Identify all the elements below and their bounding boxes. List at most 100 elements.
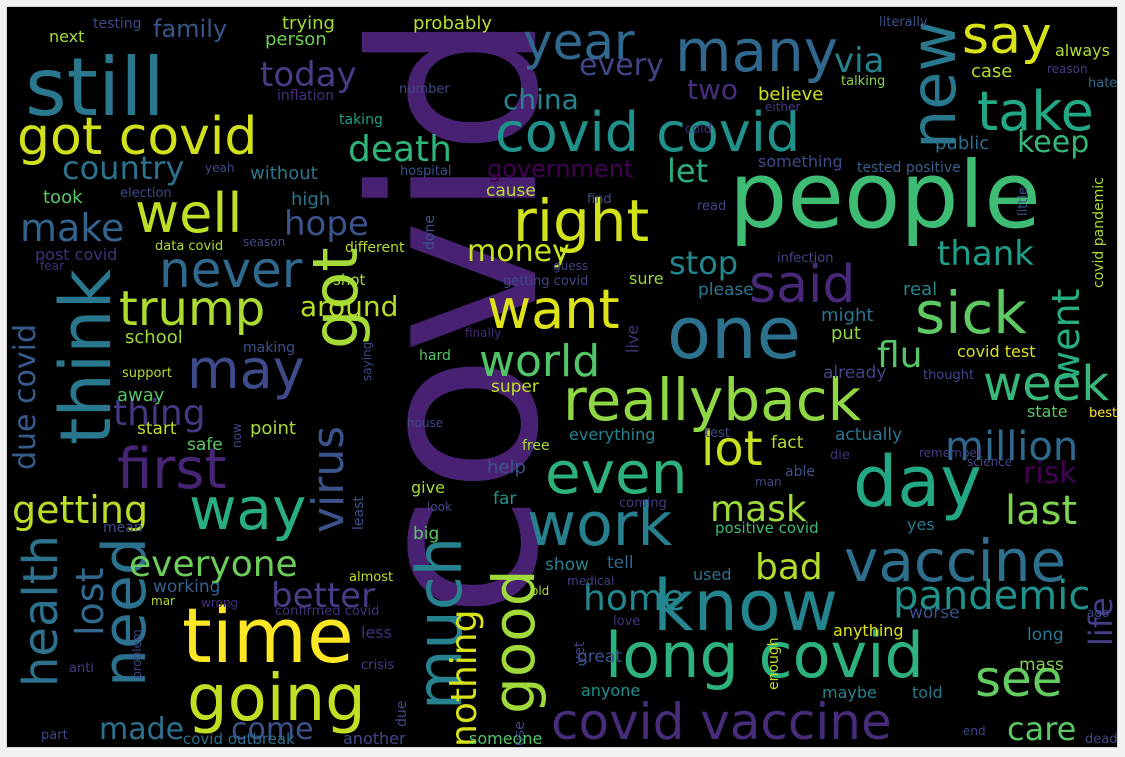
word-able: able	[785, 464, 815, 480]
word-many: many	[675, 17, 839, 85]
word-part: part	[41, 728, 68, 743]
word-read: read	[697, 199, 727, 214]
word-inflation: inflation	[277, 88, 334, 104]
word-hospital: hospital	[400, 164, 452, 179]
word-give: give	[411, 478, 445, 497]
word-number: number	[399, 82, 450, 97]
word-stop: stop	[669, 244, 739, 282]
word-sick: sick	[915, 279, 1027, 347]
word-talking: talking	[841, 74, 886, 89]
word-worse: worse	[909, 603, 960, 623]
word-ago: ago	[1087, 606, 1110, 620]
word-made: made	[99, 712, 185, 747]
word-long: long	[1027, 625, 1064, 645]
word-probably: probably	[413, 13, 492, 34]
word-thing: thing	[113, 393, 206, 434]
word-show: show	[545, 555, 589, 575]
word-either: either	[765, 100, 801, 114]
word-reallyback: reallyback	[563, 366, 862, 434]
word-positive-covid: positive covid	[715, 519, 819, 537]
word-one: one	[667, 291, 801, 375]
word-big: big	[413, 524, 440, 544]
word-everyone: everyone	[129, 544, 298, 585]
word-virus: virus	[303, 425, 354, 533]
word-anti: anti	[69, 661, 94, 676]
word-die: die	[830, 448, 850, 463]
word-via: via	[834, 41, 885, 81]
word-literally: literally	[879, 15, 928, 30]
word-every: every	[579, 48, 664, 83]
word-believe: believe	[758, 84, 824, 105]
word-high: high	[291, 189, 331, 210]
word-always: always	[1055, 41, 1110, 60]
word-love: love	[613, 614, 641, 629]
word-reason: reason	[1047, 62, 1088, 76]
word-point: point	[250, 418, 296, 439]
word-saying: saying	[360, 341, 374, 381]
word-getting: getting	[12, 488, 149, 532]
word-trump: trump	[119, 281, 266, 337]
word-bad: bad	[755, 547, 823, 588]
word-man: man	[755, 475, 782, 489]
word-data-covid: data covid	[155, 239, 224, 254]
word-yeah: yeah	[205, 161, 235, 175]
word-want: want	[487, 278, 620, 341]
word-fear: fear	[40, 259, 64, 273]
word-without: without	[250, 163, 318, 184]
word-shot: shot	[333, 271, 366, 289]
word-enough: enough	[766, 637, 782, 690]
word-make: make	[20, 206, 125, 250]
word-week: week	[983, 356, 1110, 412]
word-thank: thank	[937, 234, 1034, 274]
word-lot: lot	[701, 421, 763, 477]
word-money: money	[467, 234, 570, 269]
word-find: find	[587, 192, 612, 207]
word-said: said	[749, 255, 856, 315]
word-old: old	[531, 584, 550, 598]
word-covid-test: covid test	[957, 342, 1036, 361]
word-government: government	[487, 155, 634, 183]
word-great: great	[577, 647, 622, 667]
word-almost: almost	[349, 570, 394, 585]
word-far: far	[493, 489, 517, 509]
word-end: end	[963, 724, 986, 738]
word-nothing: nothing	[444, 609, 485, 747]
word-let: let	[667, 152, 709, 190]
word-year: year	[523, 13, 635, 71]
word-school: school	[125, 327, 183, 348]
word-well: well	[135, 182, 243, 245]
word-death: death	[348, 129, 452, 170]
word-used: used	[693, 565, 732, 584]
word-mask: mask	[710, 489, 807, 530]
word-due-covid: due covid	[8, 323, 43, 470]
word-start: start	[137, 419, 177, 439]
word-already: already	[823, 363, 887, 383]
word-say: say	[962, 6, 1052, 66]
word-day: day	[853, 441, 982, 523]
word-someone: someone	[469, 729, 543, 748]
word-making: making	[243, 340, 295, 356]
word-anything: anything	[833, 621, 904, 640]
word-got-covid: got covid	[17, 107, 258, 167]
word-yes: yes	[907, 515, 935, 534]
word-live: live	[623, 324, 642, 353]
word-sure: sure	[629, 269, 664, 288]
word-never: never	[159, 241, 303, 299]
word-people: people	[729, 142, 1041, 249]
word-covid-pandemic: covid pandemic	[1091, 177, 1107, 288]
word-two: two	[687, 73, 739, 106]
word-life: life	[1082, 597, 1118, 646]
word-hate: hate	[1088, 76, 1118, 91]
word-last: last	[1005, 488, 1078, 534]
word-actually: actually	[835, 425, 903, 445]
word-public: public	[935, 133, 990, 154]
word-mean: mean	[103, 520, 143, 536]
word-risk: risk	[1023, 456, 1077, 491]
word-coming: coming	[619, 496, 667, 511]
word-went: went	[1044, 288, 1088, 382]
word-taking: taking	[339, 112, 383, 128]
word-flu: flu	[877, 335, 923, 376]
word-help: help	[487, 457, 526, 478]
word-country: country	[62, 149, 185, 187]
word-keep: keep	[1017, 125, 1090, 160]
